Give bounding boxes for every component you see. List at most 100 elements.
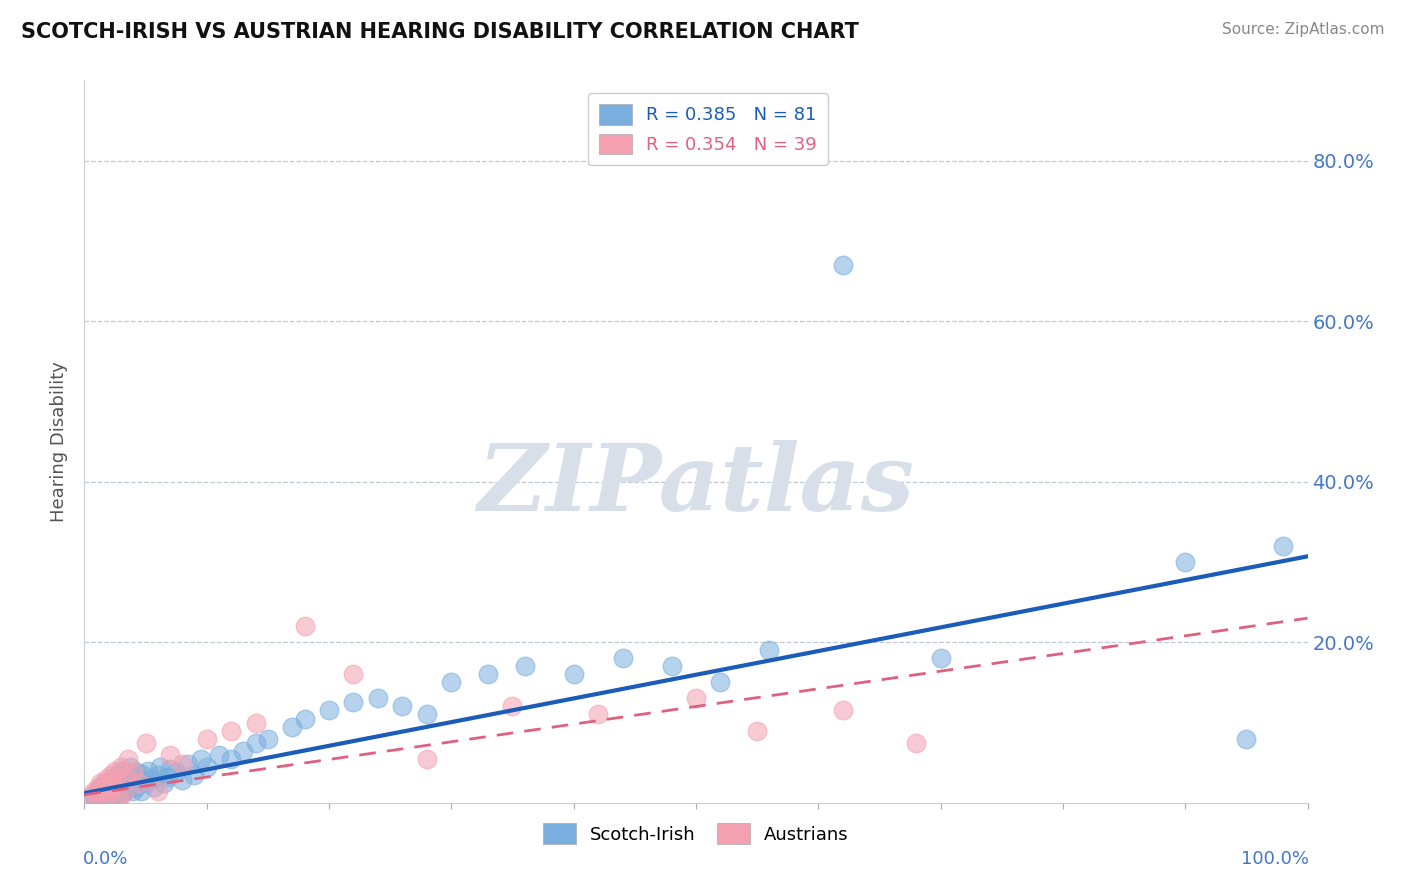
Point <box>111 776 134 790</box>
Point <box>105 767 128 781</box>
Point <box>110 760 132 774</box>
Point <box>87 786 110 800</box>
Point <box>342 667 364 681</box>
Point <box>124 770 146 784</box>
Point <box>612 651 634 665</box>
Point <box>104 773 127 788</box>
Point <box>208 747 231 762</box>
Point <box>159 762 181 776</box>
Point <box>103 781 125 796</box>
Point <box>586 707 609 722</box>
Point <box>502 699 524 714</box>
Point <box>115 778 138 792</box>
Point <box>165 765 187 780</box>
Point <box>83 788 105 802</box>
Point <box>929 651 952 665</box>
Point <box>93 776 115 790</box>
Point <box>146 784 169 798</box>
Point <box>107 789 129 804</box>
Point <box>100 780 122 794</box>
Text: 100.0%: 100.0% <box>1241 850 1309 868</box>
Point <box>101 772 124 786</box>
Point <box>97 776 120 790</box>
Point <box>281 719 304 733</box>
Point <box>156 770 179 784</box>
Point <box>96 772 118 786</box>
Point <box>104 764 127 778</box>
Point <box>172 757 194 772</box>
Point <box>115 770 138 784</box>
Point <box>105 778 128 792</box>
Point <box>122 784 145 798</box>
Point <box>110 788 132 802</box>
Point <box>477 667 499 681</box>
Point <box>125 780 148 794</box>
Point <box>86 789 108 804</box>
Point <box>118 760 141 774</box>
Point <box>440 675 463 690</box>
Point <box>115 781 138 796</box>
Text: ZIPatlas: ZIPatlas <box>478 440 914 530</box>
Point <box>562 667 585 681</box>
Point <box>117 772 139 786</box>
Point <box>79 789 101 804</box>
Text: Source: ZipAtlas.com: Source: ZipAtlas.com <box>1222 22 1385 37</box>
Legend: Scotch-Irish, Austrians: Scotch-Irish, Austrians <box>536 816 856 852</box>
Point <box>97 780 120 794</box>
Point <box>91 786 114 800</box>
Point <box>122 765 145 780</box>
Point <box>89 780 111 794</box>
Point <box>219 723 242 738</box>
Point <box>219 751 242 765</box>
Point <box>416 751 439 765</box>
Point <box>132 767 155 781</box>
Point <box>94 784 117 798</box>
Point <box>149 760 172 774</box>
Point <box>342 696 364 710</box>
Point <box>135 776 157 790</box>
Point <box>125 765 148 780</box>
Point <box>831 703 853 717</box>
Point <box>195 760 218 774</box>
Point <box>129 784 152 798</box>
Point <box>135 735 157 749</box>
Point <box>1174 555 1197 569</box>
Point <box>758 643 780 657</box>
Point <box>1272 539 1295 553</box>
Point <box>97 781 120 796</box>
Point <box>367 691 389 706</box>
Point <box>79 792 101 806</box>
Point <box>513 659 536 673</box>
Point <box>98 784 121 798</box>
Point <box>661 659 683 673</box>
Point <box>93 778 115 792</box>
Point <box>905 735 928 749</box>
Point <box>136 764 159 778</box>
Point <box>103 788 125 802</box>
Point <box>257 731 280 746</box>
Point <box>97 788 120 802</box>
Point <box>141 772 163 786</box>
Y-axis label: Hearing Disability: Hearing Disability <box>51 361 69 522</box>
Point <box>100 767 122 781</box>
Point <box>117 751 139 765</box>
Point <box>104 784 127 798</box>
Point <box>83 784 105 798</box>
Point <box>245 735 267 749</box>
Point <box>91 788 114 802</box>
Point <box>86 788 108 802</box>
Point <box>172 773 194 788</box>
Point <box>294 619 316 633</box>
Point <box>89 776 111 790</box>
Point <box>91 781 114 796</box>
Point <box>96 778 118 792</box>
Point <box>143 780 166 794</box>
Point <box>86 784 108 798</box>
Point <box>87 781 110 796</box>
Point <box>1236 731 1258 746</box>
Point <box>128 773 150 788</box>
Point <box>108 773 131 788</box>
Point <box>177 757 200 772</box>
Point <box>183 767 205 781</box>
Point <box>416 707 439 722</box>
